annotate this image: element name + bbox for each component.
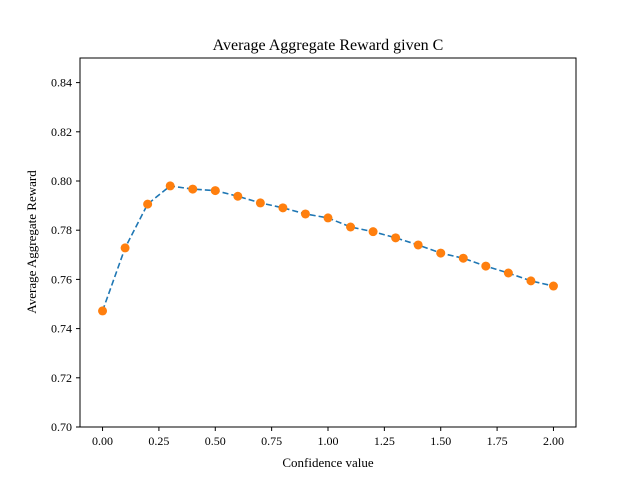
y-axis-label: Average Aggregate Reward (24, 170, 39, 314)
data-point (120, 243, 130, 253)
x-tick-label: 0.50 (205, 434, 226, 448)
series-markers (98, 181, 558, 316)
data-point (503, 268, 513, 278)
data-point (368, 227, 378, 237)
x-tick-label: 1.50 (430, 434, 451, 448)
data-point (391, 233, 401, 243)
chart-title: Average Aggregate Reward given C (213, 37, 444, 54)
data-point (188, 184, 198, 194)
y-tick-label: 0.78 (51, 223, 72, 237)
x-tick-label: 0.00 (92, 434, 113, 448)
x-axis-label: Confidence value (282, 455, 374, 470)
y-tick-label: 0.82 (51, 125, 72, 139)
y-tick-label: 0.72 (51, 371, 72, 385)
plot-area-frame (79, 57, 577, 428)
data-point (98, 306, 108, 316)
data-point (210, 186, 220, 196)
series-line (101, 185, 554, 312)
data-point (346, 222, 356, 232)
data-point (233, 191, 243, 201)
y-tick-label: 0.84 (51, 76, 72, 90)
data-point (526, 276, 536, 286)
x-tick-label: 1.00 (318, 434, 339, 448)
data-point (436, 248, 446, 258)
y-axis: 0.70 0.72 0.74 0.76 0.78 0.80 0.82 0.84 (51, 76, 80, 434)
x-axis: 0.00 0.25 0.50 0.75 1.00 1.25 1.50 1.75 2.00 (92, 427, 564, 448)
y-tick-label: 0.76 (51, 272, 72, 286)
data-point (143, 199, 153, 209)
data-point (323, 213, 333, 223)
data-point (413, 240, 423, 250)
data-point (165, 181, 175, 191)
y-tick-label: 0.74 (51, 322, 72, 336)
data-point (548, 281, 558, 291)
x-tick-label: 1.25 (374, 434, 395, 448)
data-point (458, 253, 468, 263)
data-point (481, 261, 491, 271)
data-point (300, 209, 310, 219)
x-tick-label: 1.75 (487, 434, 508, 448)
x-tick-label: 2.00 (543, 434, 564, 448)
y-tick-label: 0.80 (51, 174, 72, 188)
data-point (255, 198, 265, 208)
data-point (278, 203, 288, 213)
x-tick-label: 0.75 (261, 434, 282, 448)
x-tick-label: 0.25 (148, 434, 169, 448)
y-tick-label: 0.70 (51, 420, 72, 434)
